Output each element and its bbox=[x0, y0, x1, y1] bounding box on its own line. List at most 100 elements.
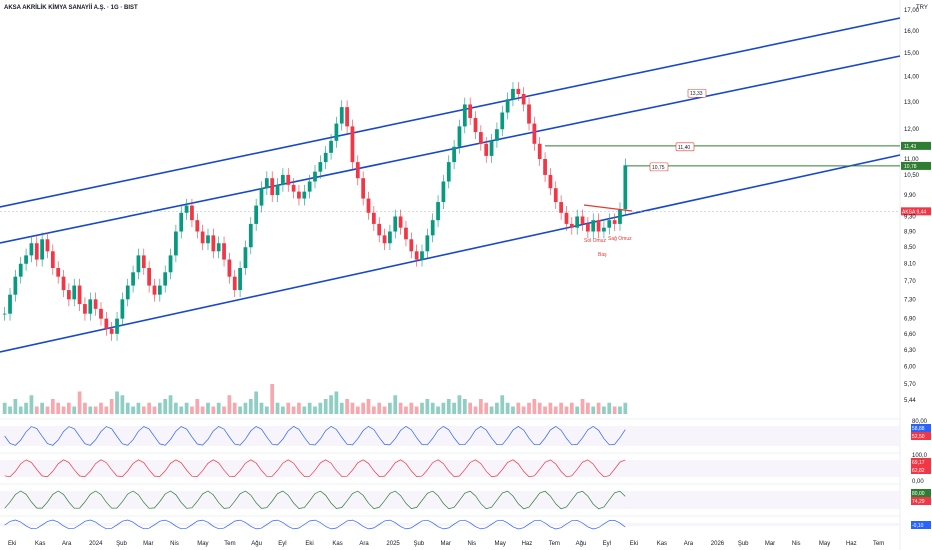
volume-bar-94 bbox=[505, 402, 510, 414]
volume-bar-106 bbox=[569, 402, 574, 414]
price-tick-12: 8,10 bbox=[904, 262, 916, 268]
volume-bar-46 bbox=[248, 399, 253, 414]
candle-body-18 bbox=[99, 308, 103, 319]
time-tick-31: Haz bbox=[846, 541, 857, 547]
volume-bar-31 bbox=[168, 395, 173, 414]
last-price-label: AKSA 9,44 bbox=[902, 209, 926, 215]
candle-body-83 bbox=[446, 162, 451, 182]
price-axis: 17,00 16,00 15,00 14,00 13,00 12,00 11,00 10,50… bbox=[904, 8, 920, 404]
volume-bar-107 bbox=[575, 406, 580, 414]
volume-bar-65 bbox=[350, 402, 355, 414]
price-annotation-label-0: 13,33 bbox=[690, 91, 703, 97]
volume-bar-103 bbox=[553, 406, 558, 414]
indicator-value-2-1: 74,29 bbox=[912, 499, 925, 505]
time-tick-25: Ara bbox=[684, 541, 694, 547]
volume-bar-85 bbox=[457, 395, 462, 414]
time-tick-27: Şub bbox=[738, 541, 749, 547]
candle-body-116 bbox=[623, 165, 628, 210]
time-tick-21: Ağu bbox=[576, 541, 587, 547]
volume-bar-95 bbox=[511, 406, 515, 414]
volume-bar-96 bbox=[516, 402, 521, 414]
candle-body-10 bbox=[56, 267, 61, 277]
candle-body-5 bbox=[29, 243, 34, 256]
candle-body-2 bbox=[13, 276, 18, 295]
candle-body-96 bbox=[516, 88, 521, 95]
indicator-panes: 58,88 52,50 80,00 69,17 62,82 100,0 0,00 80,00 7… bbox=[0, 419, 931, 530]
indicator-value-1-0: 69,17 bbox=[912, 460, 925, 466]
candle-body-45 bbox=[243, 247, 248, 268]
indicator-tag-3-0 bbox=[911, 521, 931, 529]
candle-body-52 bbox=[281, 174, 285, 185]
indicator-line-0 bbox=[4, 425, 626, 446]
volume-bar-43 bbox=[232, 402, 237, 414]
time-tick-8: Tem bbox=[224, 541, 235, 547]
volume-bar-92 bbox=[495, 402, 499, 414]
volume-bar-64 bbox=[345, 399, 349, 414]
indicator-tag-0-1 bbox=[911, 432, 931, 440]
volume-bar-45 bbox=[243, 402, 248, 414]
candle-body-1 bbox=[8, 294, 12, 314]
volume-bar-11 bbox=[61, 406, 66, 414]
time-tick-12: Kas bbox=[332, 541, 342, 547]
candle-body-89 bbox=[478, 132, 483, 144]
candle-body-60 bbox=[323, 152, 328, 163]
volume-bar-48 bbox=[259, 402, 264, 414]
volume-bar-87 bbox=[468, 402, 473, 414]
candle-body-104 bbox=[559, 202, 563, 213]
candle-body-95 bbox=[511, 88, 515, 100]
indicator-line-3 bbox=[4, 519, 626, 530]
candle-body-76 bbox=[409, 239, 414, 252]
currency-label: TRY bbox=[916, 5, 928, 11]
price-tick-8: 9,90 bbox=[904, 193, 916, 199]
volume-bar-25 bbox=[136, 402, 141, 414]
candle-body-56 bbox=[302, 191, 307, 199]
volume-bar-105 bbox=[564, 406, 569, 414]
time-tick-14: 2025 bbox=[386, 541, 400, 547]
candle-body-34 bbox=[184, 205, 189, 213]
volume-bar-6 bbox=[34, 406, 39, 414]
time-tick-24: Kas bbox=[657, 541, 667, 547]
price-tick-9: 9,30 bbox=[904, 214, 916, 220]
volume-bar-27 bbox=[147, 402, 152, 414]
time-tick-30: May bbox=[819, 541, 830, 547]
candle-body-24 bbox=[131, 272, 135, 286]
indicator-line-1 bbox=[4, 459, 626, 478]
candle-body-46 bbox=[248, 223, 253, 248]
candle-body-87 bbox=[468, 104, 473, 118]
volume-bars bbox=[2, 384, 628, 414]
candle-body-30 bbox=[163, 272, 168, 286]
indicator-value-2-0: 80,00 bbox=[912, 491, 925, 497]
price-tick-15: 6,90 bbox=[904, 317, 916, 323]
volume-bar-108 bbox=[580, 399, 585, 414]
level-tag-1 bbox=[901, 161, 931, 170]
volume-bar-115 bbox=[618, 406, 622, 414]
candle-body-84 bbox=[452, 146, 456, 163]
volume-bar-47 bbox=[254, 391, 259, 414]
price-tick-7: 10,50 bbox=[904, 173, 920, 179]
price-annotation-label-1: 11,40 bbox=[678, 145, 690, 151]
volume-bar-66 bbox=[355, 406, 360, 414]
candles bbox=[2, 82, 628, 341]
volume-bar-86 bbox=[462, 399, 467, 414]
candle-body-21 bbox=[115, 318, 119, 334]
chart-title: AKSA AKRİLİK KİMYA SANAYİİ A.Ş. · 1G · B… bbox=[4, 4, 138, 11]
candle-body-36 bbox=[195, 220, 200, 232]
volume-bar-3 bbox=[18, 406, 23, 414]
volume-bar-9 bbox=[50, 399, 55, 414]
candle-body-26 bbox=[141, 255, 146, 268]
candle-body-7 bbox=[40, 239, 45, 260]
candle-body-99 bbox=[532, 123, 537, 144]
volume-bar-113 bbox=[607, 402, 612, 414]
level-tag-label-1: 10,78 bbox=[904, 164, 917, 170]
volume-bar-109 bbox=[585, 402, 590, 414]
candle-body-57 bbox=[307, 181, 312, 192]
volume-bar-16 bbox=[88, 406, 93, 414]
volume-bar-13 bbox=[72, 406, 77, 414]
indicator-tag-2-0 bbox=[911, 489, 931, 497]
volume-bar-23 bbox=[125, 402, 130, 414]
volume-bar-18 bbox=[99, 402, 103, 414]
volume-bar-76 bbox=[409, 402, 414, 414]
time-tick-5: Mar bbox=[143, 541, 153, 547]
volume-bar-111 bbox=[596, 402, 601, 414]
candle-body-111 bbox=[596, 220, 601, 232]
